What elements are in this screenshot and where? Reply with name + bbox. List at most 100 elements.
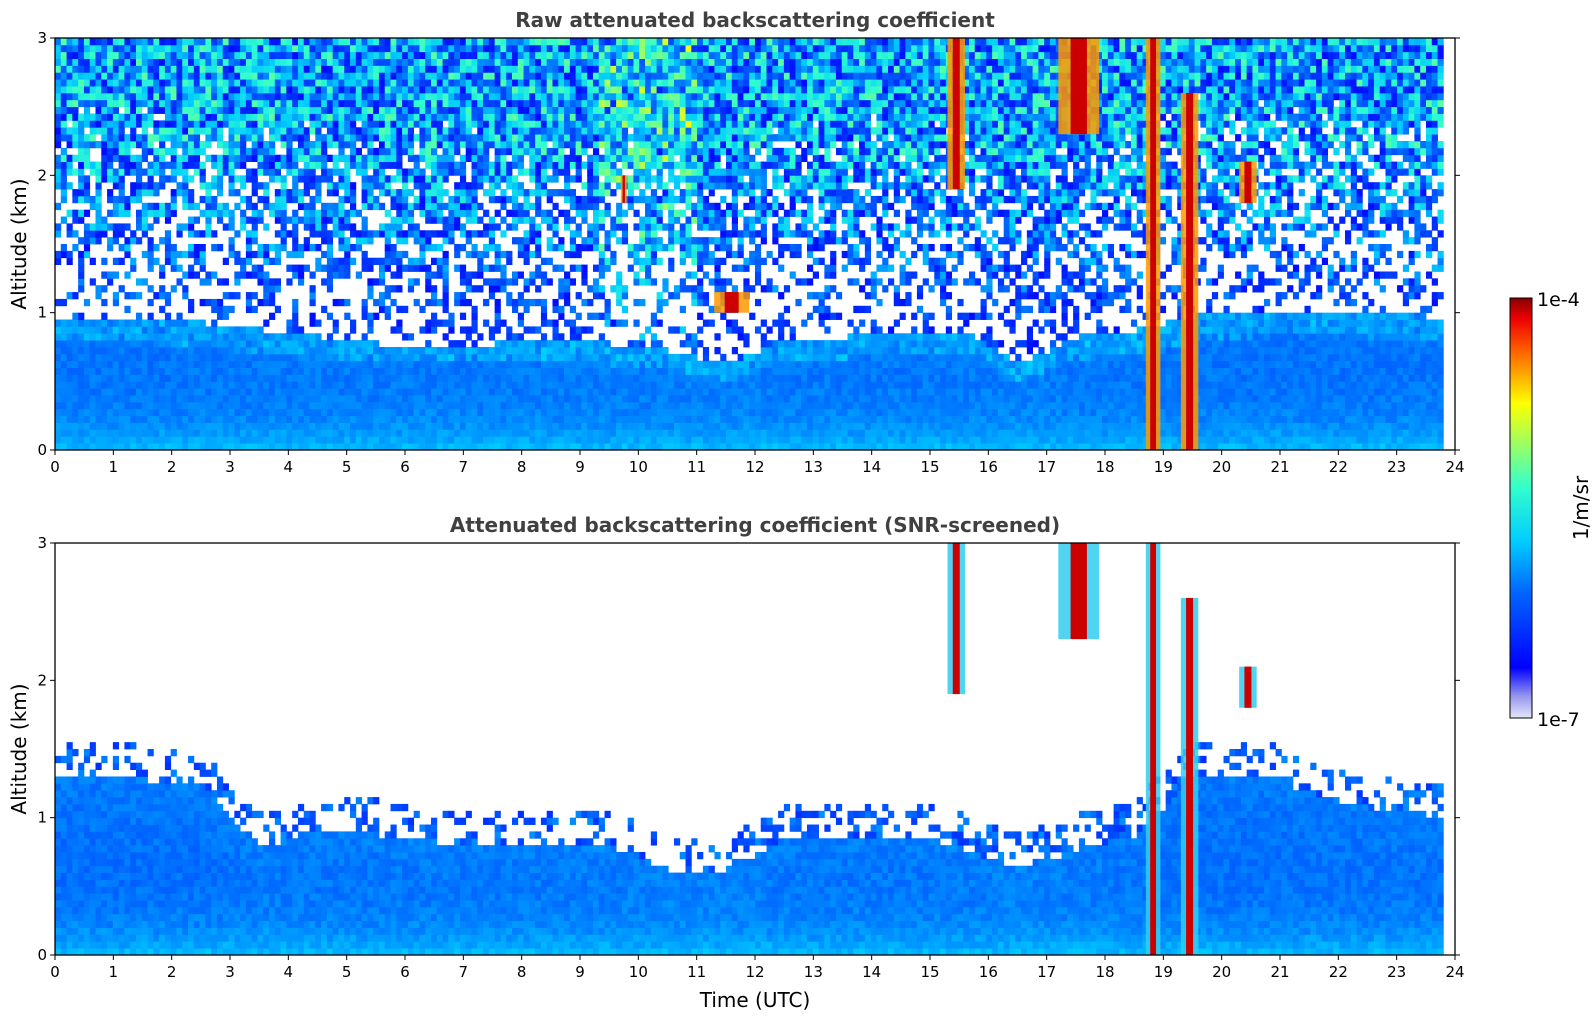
heatmap-cell (523, 347, 530, 355)
heatmap-cell (135, 154, 143, 162)
heatmap-cell (517, 113, 524, 121)
heatmap-cell (616, 367, 623, 375)
heatmap-cell (135, 38, 143, 46)
heatmap-cell (135, 79, 143, 87)
heatmap-cell (413, 422, 420, 430)
heatmap-cell (60, 216, 67, 224)
heatmap-cell (627, 436, 634, 444)
heatmap-cell (361, 168, 368, 176)
heatmap-cell (425, 326, 432, 334)
heatmap-cell (407, 79, 415, 87)
heatmap-cell (587, 106, 594, 114)
heatmap-cell (645, 374, 652, 382)
heatmap-cell (315, 127, 322, 135)
heatmap-cell (355, 422, 362, 430)
heatmap-cell (575, 264, 582, 272)
heatmap-cell (598, 209, 605, 217)
heatmap-cell (552, 127, 559, 135)
heatmap-cell (431, 443, 438, 450)
heatmap-cell (407, 422, 415, 430)
heatmap-cell (535, 86, 542, 94)
heatmap-cell (222, 44, 229, 53)
heatmap-cell (575, 51, 582, 59)
heatmap-cell (78, 319, 85, 327)
heatmap-cell (610, 134, 617, 142)
heatmap-cell (448, 443, 455, 450)
heatmap-cell (436, 257, 443, 265)
heatmap-cell (124, 86, 131, 94)
heatmap-cell (205, 333, 212, 341)
heatmap-cell (55, 161, 62, 169)
heatmap-cell (390, 58, 397, 66)
heatmap-cell (188, 422, 195, 430)
heatmap-cell (581, 51, 588, 59)
heatmap-cell (280, 92, 287, 101)
heatmap-cell (350, 360, 357, 368)
heatmap-cell (419, 86, 426, 94)
heatmap-cell (656, 436, 663, 444)
heatmap-cell (581, 278, 588, 286)
heatmap-cell (280, 79, 287, 87)
heatmap-cell (355, 113, 362, 121)
heatmap-cell (569, 113, 577, 121)
heatmap-cell (540, 92, 548, 101)
heatmap-cell (477, 120, 484, 128)
heatmap-cell (431, 209, 438, 217)
heatmap-cell (442, 106, 449, 114)
heatmap-cell (488, 161, 496, 169)
heatmap-cell (425, 154, 432, 162)
heatmap-cell (639, 333, 646, 341)
heatmap-cell (454, 195, 461, 204)
heatmap-cell (390, 374, 397, 382)
heatmap-cell (552, 374, 559, 382)
heatmap-cell (228, 340, 235, 348)
heatmap-cell (598, 195, 605, 204)
heatmap-cell (83, 244, 91, 252)
heatmap-cell (442, 147, 449, 156)
heatmap-cell (222, 86, 229, 94)
heatmap-cell (112, 209, 120, 217)
heatmap-cell (326, 436, 334, 444)
heatmap-cell (182, 113, 189, 121)
heatmap-cell (60, 106, 67, 114)
heatmap-cell (488, 134, 496, 142)
heatmap-cell (350, 120, 357, 128)
heatmap-cell (494, 340, 501, 348)
heatmap-cell (147, 58, 154, 66)
heatmap-cell (523, 72, 530, 80)
heatmap-cell (118, 422, 125, 430)
heatmap-cell (263, 38, 270, 46)
heatmap-cell (454, 134, 461, 142)
heatmap-cell (159, 408, 166, 417)
heatmap-cell (344, 72, 351, 80)
heatmap-cell (176, 408, 183, 417)
heatmap-cell (234, 353, 241, 362)
heatmap-cell (101, 216, 108, 224)
heatmap-cell (286, 319, 293, 327)
heatmap-cell (170, 72, 177, 80)
heatmap-cell (361, 127, 368, 135)
heatmap-cell (645, 401, 652, 410)
heatmap-cell (297, 79, 305, 87)
heatmap-cell (650, 195, 658, 204)
heatmap-cell (164, 106, 172, 114)
heatmap-cell (245, 86, 253, 94)
heatmap-cell (621, 292, 629, 300)
heatmap-cell (245, 106, 253, 114)
heatmap-cell (442, 298, 449, 307)
heatmap-cell (332, 154, 339, 162)
heatmap-cell (598, 347, 605, 355)
heatmap-cell (135, 65, 143, 73)
heatmap-cell (124, 395, 131, 403)
heatmap-cell (89, 237, 96, 245)
heatmap-cell (610, 141, 617, 149)
heatmap-cell (558, 353, 565, 362)
heatmap-cell (575, 415, 582, 423)
heatmap-cell (153, 340, 160, 348)
heatmap-cell (303, 202, 310, 211)
heatmap-cell (378, 381, 386, 389)
heatmap-cell (130, 168, 137, 176)
heatmap-cell (55, 436, 62, 444)
heatmap-cell (222, 147, 229, 156)
heatmap-cell (361, 422, 368, 430)
